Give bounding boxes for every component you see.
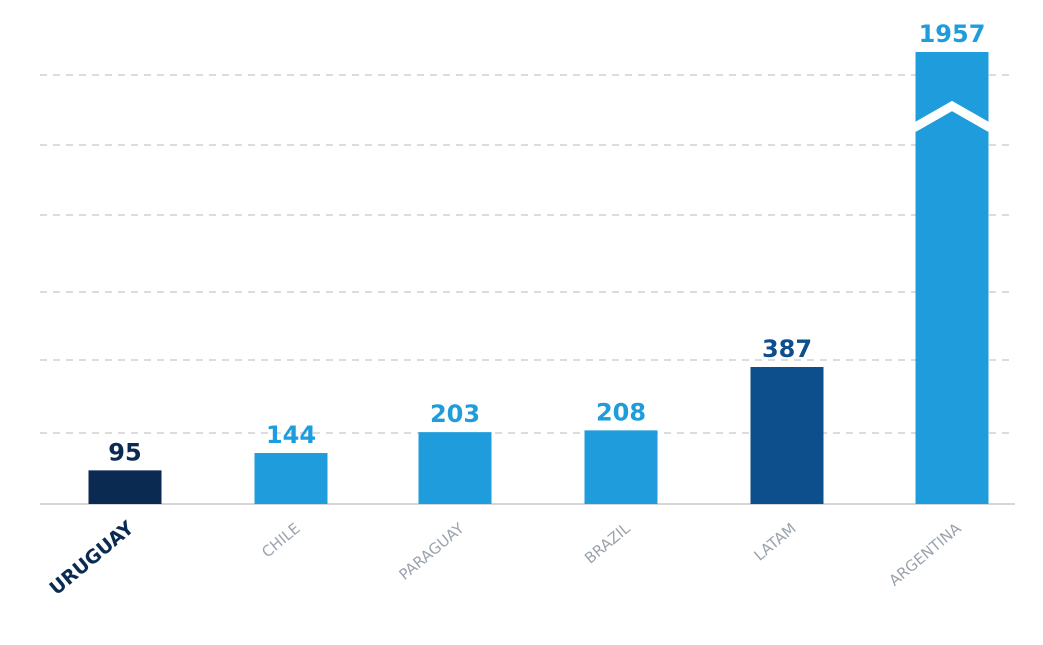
value-label-argentina: 1957 bbox=[919, 20, 986, 48]
value-label-chile: 144 bbox=[266, 421, 316, 449]
bar-brazil bbox=[584, 430, 658, 504]
bar-chile bbox=[254, 453, 328, 504]
category-label-uruguay: URUGUAY bbox=[45, 517, 138, 600]
value-label-uruguay: 95 bbox=[108, 438, 141, 466]
category-label-chile: CHILE bbox=[258, 519, 303, 561]
value-label-paraguay: 203 bbox=[430, 400, 480, 428]
value-label-brazil: 208 bbox=[596, 398, 646, 426]
category-label-brazil: BRAZIL bbox=[581, 519, 634, 568]
axis-break-chevron bbox=[911, 100, 993, 132]
category-label-latam: LATAM bbox=[750, 519, 799, 564]
bar-latam bbox=[750, 367, 824, 504]
grid-lines bbox=[40, 74, 1015, 505]
category-label-argentina: ARGENTINA bbox=[886, 519, 966, 590]
bar-argentina bbox=[915, 52, 989, 504]
bars bbox=[88, 52, 993, 504]
value-labels: 95 144 203 208 387 1957 bbox=[108, 20, 985, 466]
bar-paraguay bbox=[418, 432, 492, 504]
value-label-latam: 387 bbox=[762, 335, 812, 363]
category-labels: URUGUAY CHILE PARAGUAY BRAZIL LATAM ARGENTINA bbox=[45, 517, 965, 600]
category-label-paraguay: PARAGUAY bbox=[395, 519, 468, 584]
bar-uruguay bbox=[88, 470, 162, 504]
